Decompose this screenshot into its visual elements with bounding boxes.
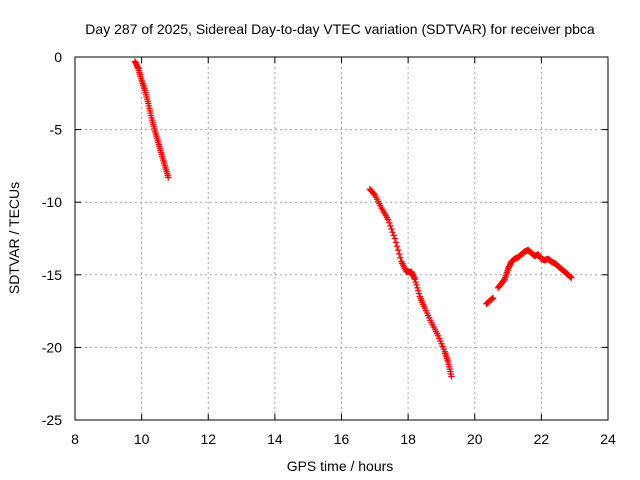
- data-point: [394, 246, 402, 254]
- x-tick-label: 12: [200, 431, 216, 447]
- y-tick-label: -15: [42, 267, 62, 283]
- data-point: [412, 278, 419, 286]
- series-segment-4: [494, 246, 575, 292]
- data-point: [384, 216, 392, 223]
- data-point: [414, 284, 421, 292]
- data-point: [489, 294, 497, 302]
- data-point: [415, 290, 423, 297]
- plot-frame: [74, 56, 609, 421]
- grid-layer: [75, 57, 608, 420]
- y-tick-label: -10: [42, 194, 62, 210]
- x-tick-label: 14: [267, 431, 283, 447]
- data-point: [393, 243, 401, 250]
- series-segment-1: [131, 58, 172, 181]
- x-tick-label: 20: [467, 431, 483, 447]
- data-point: [388, 225, 395, 233]
- y-tick-label: 0: [54, 49, 62, 65]
- data-point: [397, 254, 404, 262]
- data-point: [392, 239, 400, 246]
- data-point: [387, 222, 394, 230]
- x-tick-label: 22: [534, 431, 550, 447]
- x-tick-label: 18: [400, 431, 416, 447]
- x-tick-label: 16: [334, 431, 350, 447]
- chart-title: Day 287 of 2025, Sidereal Day-to-day VTE…: [85, 21, 595, 37]
- data-point: [391, 235, 398, 242]
- series-segment-2: [366, 185, 455, 380]
- data-point: [448, 373, 455, 380]
- y-tick-label: -20: [42, 339, 62, 355]
- x-tick-label: 8: [71, 431, 79, 447]
- data-point: [396, 250, 403, 258]
- data-layer: [131, 58, 575, 380]
- data-point: [414, 287, 422, 294]
- data-point: [411, 275, 418, 283]
- data-point: [165, 174, 172, 181]
- series-segment-3: [483, 294, 497, 308]
- x-tick-label: 10: [134, 431, 150, 447]
- data-point: [568, 274, 575, 281]
- data-point: [386, 219, 393, 226]
- data-point: [389, 229, 396, 236]
- x-axis-title: GPS time / hours: [287, 458, 394, 474]
- x-tick-label: 24: [600, 431, 616, 447]
- y-axis-title: SDTVAR / TECUs: [6, 182, 22, 294]
- y-tick-label: -5: [50, 122, 63, 138]
- data-point: [413, 281, 420, 289]
- y-tick-label: -25: [42, 412, 62, 428]
- data-point: [390, 232, 397, 239]
- tick-layer: 8 10 12 14 16 18 20 22 24 0 -5 -10 -15 -20 -25: [42, 49, 616, 447]
